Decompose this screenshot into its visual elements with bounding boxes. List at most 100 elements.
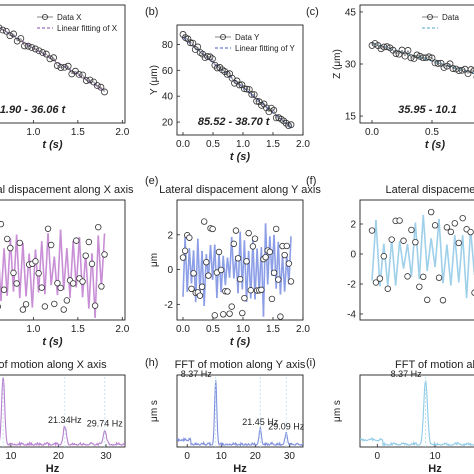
data-point <box>270 269 278 276</box>
data-point <box>245 229 252 237</box>
data-point <box>63 297 71 304</box>
oscillation-segment <box>47 233 52 286</box>
data-point <box>277 313 284 320</box>
spectrum-line <box>0 377 125 447</box>
chart-title: FFT of motion along Y axis <box>175 359 306 371</box>
data-point <box>413 51 421 59</box>
data-point <box>232 227 240 234</box>
data-point <box>53 62 61 69</box>
oscillation-segment <box>84 253 90 309</box>
data-point <box>416 283 423 290</box>
data-line-segment <box>227 73 230 75</box>
data-point <box>6 32 14 40</box>
data-point <box>186 234 193 241</box>
x-tick-label: 0 <box>184 451 190 462</box>
plot-frame-i <box>359 374 474 448</box>
oscillation-segment <box>40 241 46 295</box>
data-point <box>455 239 462 247</box>
data-point <box>470 67 474 75</box>
data-point <box>189 39 197 47</box>
data-point <box>35 270 42 277</box>
data-point <box>459 214 466 222</box>
oscillation-segment <box>37 241 43 293</box>
data-point <box>241 294 248 302</box>
oscillation-segment <box>277 241 282 295</box>
chart-title: FFT of motion al <box>395 359 474 371</box>
data-point <box>270 106 278 114</box>
peak-label: 21.34Hz <box>48 415 82 425</box>
data-point <box>186 39 194 47</box>
data-point <box>211 312 218 319</box>
data-point <box>243 258 250 265</box>
x-tick-label: 0.5 <box>425 127 439 138</box>
data-point <box>396 217 403 224</box>
plot-frame-d <box>0 199 126 321</box>
data-point <box>281 251 288 259</box>
data-point <box>216 64 224 71</box>
data-line-segment <box>261 103 265 106</box>
data-point <box>44 225 52 232</box>
data-point <box>458 66 466 74</box>
x-tick-label: 1.0 <box>236 324 250 335</box>
y-axis-label: Y (μm) <box>149 65 160 95</box>
oscillation-segment <box>0 248 5 301</box>
data-point <box>60 306 67 313</box>
oscillation-segment <box>371 219 377 281</box>
data-point <box>200 218 208 225</box>
data-point <box>42 50 50 58</box>
data-point <box>194 43 202 51</box>
panel-label-c: (c) <box>306 6 319 18</box>
oscillation-segment <box>450 235 456 286</box>
data-point <box>69 280 77 287</box>
data-point <box>90 78 98 86</box>
plot-frame-g <box>0 374 126 448</box>
data-point <box>283 242 290 250</box>
data-point <box>280 117 288 125</box>
oscillation-segment <box>386 239 393 286</box>
data-point <box>64 62 72 70</box>
data-line-segment <box>217 67 220 69</box>
x-tick-label: 0 <box>375 451 381 462</box>
data-line-segment <box>434 62 439 64</box>
data-point <box>228 303 235 310</box>
data-point <box>392 50 400 57</box>
oscillation-segment <box>457 235 464 283</box>
data-line-segment <box>271 107 275 111</box>
oscillation-segment <box>262 223 267 317</box>
peak-label: 29.09 Hz <box>268 421 305 431</box>
x-tick-label: 2.0 <box>296 324 310 335</box>
legend-entry: Data Y <box>235 33 260 42</box>
data-point <box>384 285 391 292</box>
data-point <box>95 223 102 231</box>
x-tick-label: 2.0 <box>296 139 310 150</box>
data-point <box>282 119 290 127</box>
data-point <box>258 286 265 294</box>
chart-title: Lateral dispacement <box>385 184 474 196</box>
data-point <box>376 275 384 282</box>
oscillation-segment <box>434 218 440 268</box>
data-point <box>17 35 25 42</box>
data-point <box>234 255 242 262</box>
data-point <box>408 226 415 234</box>
data-point <box>190 270 197 277</box>
plot-area-a <box>0 24 108 96</box>
data-point <box>13 280 20 287</box>
data-point <box>0 220 5 228</box>
data-point <box>439 297 447 304</box>
oscillation-segment <box>59 229 65 291</box>
data-line-segment <box>67 66 73 75</box>
plot-area-e <box>179 218 295 320</box>
oscillation-segment <box>406 243 413 277</box>
data-line-segment <box>17 38 22 42</box>
data-point <box>239 309 246 317</box>
oscillation-segment <box>394 240 401 286</box>
legend-entry: Linear fitting of Y <box>235 44 296 53</box>
data-point <box>372 279 380 286</box>
data-point <box>209 225 216 233</box>
oscillation-segment <box>422 214 428 272</box>
data-point <box>209 55 216 63</box>
data-point <box>233 77 241 85</box>
data-line-segment <box>89 79 94 83</box>
